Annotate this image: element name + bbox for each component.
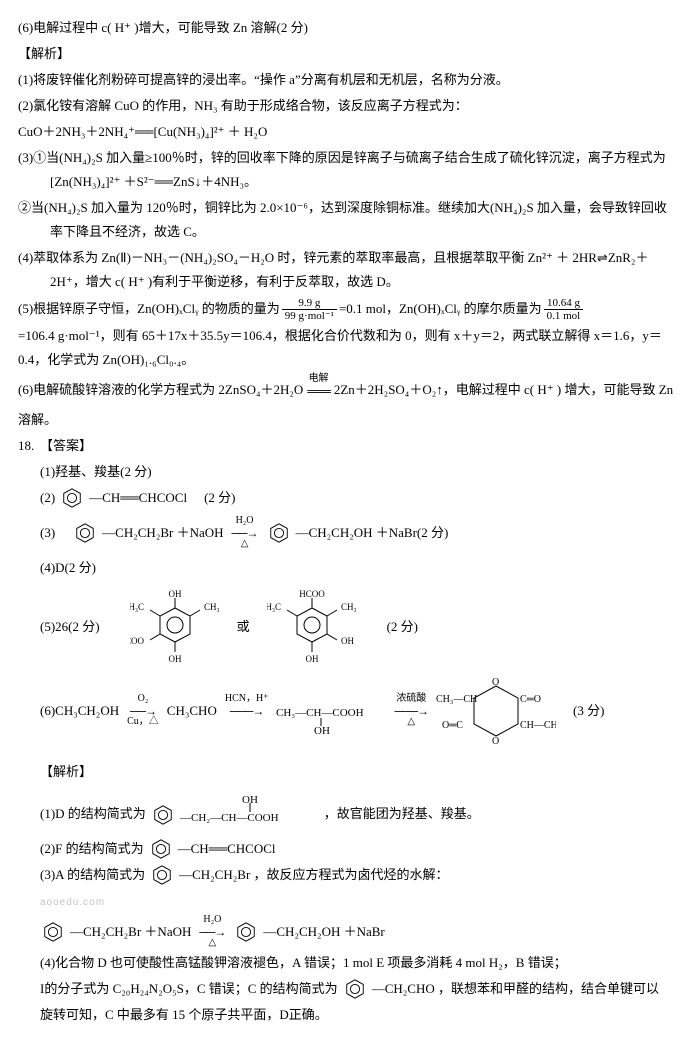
svg-text:OH: OH	[314, 725, 330, 734]
answer-5: (5)26(2 分) OH H₃C CH₃ HCOO OH 或	[40, 588, 674, 666]
svg-text:CH₃: CH₃	[341, 602, 357, 612]
svg-text:OH: OH	[341, 636, 354, 646]
question-18: 18. 【答案】 (1)羟基、羧基(2 分) (2)—CH══CHCOCl (2…	[18, 434, 674, 1029]
svg-text:CH₃: CH₃	[204, 602, 220, 612]
molecule-cyclic-ester: CH₃—CH C═O O O O═C CH—CH₃	[436, 676, 556, 746]
answer-2: (2)—CH══CHCOCl (2 分)	[40, 486, 674, 510]
explain-p2b: CuO＋2NH₃＋2NH₄⁺══[Cu(NH₃)₄]²⁺ ＋ H₂O	[18, 120, 674, 144]
reaction-arrow: HCN，H⁺───→	[225, 694, 269, 728]
svg-text:OH: OH	[305, 654, 318, 664]
benzene-icon	[152, 804, 174, 826]
explain-p3b: ②当(NH₄)₂S 加入量为 120％时，铜锌比为 2.0×10⁻⁶，达到深度除…	[18, 196, 674, 244]
explain-1: (1)D 的结构简式为 —CH₂—CH—COOH OH ，故官能团为羟基、羧基。	[40, 795, 674, 835]
svg-text:O═C: O═C	[442, 720, 463, 731]
explain-p5b: =106.4 g·mol⁻¹，则有 65＋17x＋35.5y＝106.4，根据化…	[18, 324, 674, 372]
benzene-icon	[42, 921, 64, 943]
svg-text:C═O: C═O	[520, 694, 541, 705]
svg-text:CH₃—CH—COOH: CH₃—CH—COOH	[276, 707, 364, 719]
svg-text:CH₃—CH: CH₃—CH	[436, 694, 477, 705]
molecule-d: —CH₂—CH—COOH OH	[180, 795, 320, 835]
reaction-arrow: O₂──→Cu，△	[127, 694, 159, 728]
concluding-point-6: (6)电解过程中 c( H⁺ )增大，可能导致 Zn 溶解(2 分)	[18, 16, 674, 40]
explain-p2a: (2)氯化铵有溶解 CuO 的作用，NH₃ 有助于形成络合物，该反应离子方程式为…	[18, 94, 674, 118]
answer-3: (3) —CH₂CH₂Br ＋NaOH H₂O──→△ —CH₂CH₂OH ＋N…	[40, 516, 674, 550]
svg-text:HCOO: HCOO	[299, 589, 325, 599]
svg-text:—CH₂—CH—COOH: —CH₂—CH—COOH	[180, 812, 279, 824]
svg-text:H₃C: H₃C	[267, 602, 281, 612]
reaction-arrow: H₂O──→△	[199, 915, 225, 949]
explain-2: (2)F 的结构简式为—CH══CHCOCl	[40, 837, 674, 861]
benzene-icon	[150, 838, 172, 860]
benzene-icon	[151, 864, 173, 886]
svg-text:OH: OH	[168, 654, 181, 664]
svg-text:O: O	[492, 736, 499, 746]
answer-header: 【答案】	[40, 434, 674, 458]
benzene-icon	[268, 522, 290, 544]
svg-text:HCOO: HCOO	[130, 636, 144, 646]
explain-p6: (6)电解硫酸锌溶液的化学方程式为 2ZnSO₄＋2H₂O电解═══ 2Zn＋2…	[18, 374, 674, 432]
svg-text:O: O	[492, 677, 499, 688]
reaction-arrow: H₂O──→△	[232, 516, 258, 550]
reaction-arrow: 浓硫酸───→△	[394, 694, 428, 728]
svg-text:CH—CH₃: CH—CH₃	[520, 720, 556, 731]
watermark: aooedu.com	[40, 889, 674, 913]
answer-1: (1)羟基、羧基(2 分)	[40, 460, 674, 484]
svg-text:OH: OH	[168, 589, 181, 599]
explain-p5a: (5)根据锌原子守恒，Zn(OH)ₓClᵧ 的物质的量为9.9 g99 g·mo…	[18, 297, 674, 323]
benzene-icon	[235, 921, 257, 943]
question-number: 18.	[18, 434, 40, 1029]
molecule-intermediate: CH₃—CH—COOH OH	[276, 688, 386, 734]
benzene-icon	[344, 978, 366, 1000]
explain-3b: —CH₂CH₂Br ＋NaOH H₂O──→△ —CH₂CH₂OH ＋NaBr	[40, 915, 674, 949]
explain-4c: 旋转可知，C 中最多有 15 个原子共平面，D正确。	[40, 1003, 674, 1027]
explain-p1: (1)将废锌催化剂粉碎可提高锌的浸出率。“操作 a”分离有机层和无机层，名称为分…	[18, 68, 674, 92]
benzene-icon	[74, 522, 96, 544]
molecule-isomer-b: HCOO H₃C CH₃ OH OH	[267, 588, 357, 666]
explain-4b: I的分子式为 C₂₀H₂₄N₂O₅S，C 错误；C 的结构简式为—CH₂CHO …	[40, 977, 674, 1001]
fraction-2: 10.64 g0.1 mol	[544, 297, 584, 322]
explain-p4: (4)萃取体系为 Zn(Ⅱ)－NH₃－(NH₄)₂SO₄－H₂O 时，锌元素的萃…	[18, 246, 674, 294]
answer-4: (4)D(2 分)	[40, 556, 674, 580]
svg-text:OH: OH	[242, 795, 258, 806]
svg-text:H₃C: H₃C	[130, 602, 144, 612]
explain-p3a: (3)①当(NH₄)₂S 加入量≥100％时，锌的回收率下降的原因是锌离子与硫离…	[18, 146, 674, 194]
explain-4a: (4)化合物 D 也可使酸性高锰酸钾溶液褪色，A 错误；1 mol E 项最多消…	[40, 951, 674, 975]
electrolysis-arrow: 电解═══	[307, 374, 330, 408]
explain-header: 【解析】	[18, 42, 674, 66]
fraction-1: 9.9 g99 g·mol⁻¹	[282, 297, 337, 322]
answer-6: (6)CH₃CH₂OH O₂──→Cu，△ CH₃CHO HCN，H⁺───→ …	[40, 676, 674, 746]
molecule-isomer-a: OH H₃C CH₃ HCOO OH	[130, 588, 220, 666]
explain-3a: (3)A 的结构简式为—CH₂CH₂Br ，故反应方程式为卤代烃的水解：	[40, 863, 674, 887]
benzene-icon	[61, 487, 83, 509]
explain-header: 【解析】	[40, 760, 674, 784]
